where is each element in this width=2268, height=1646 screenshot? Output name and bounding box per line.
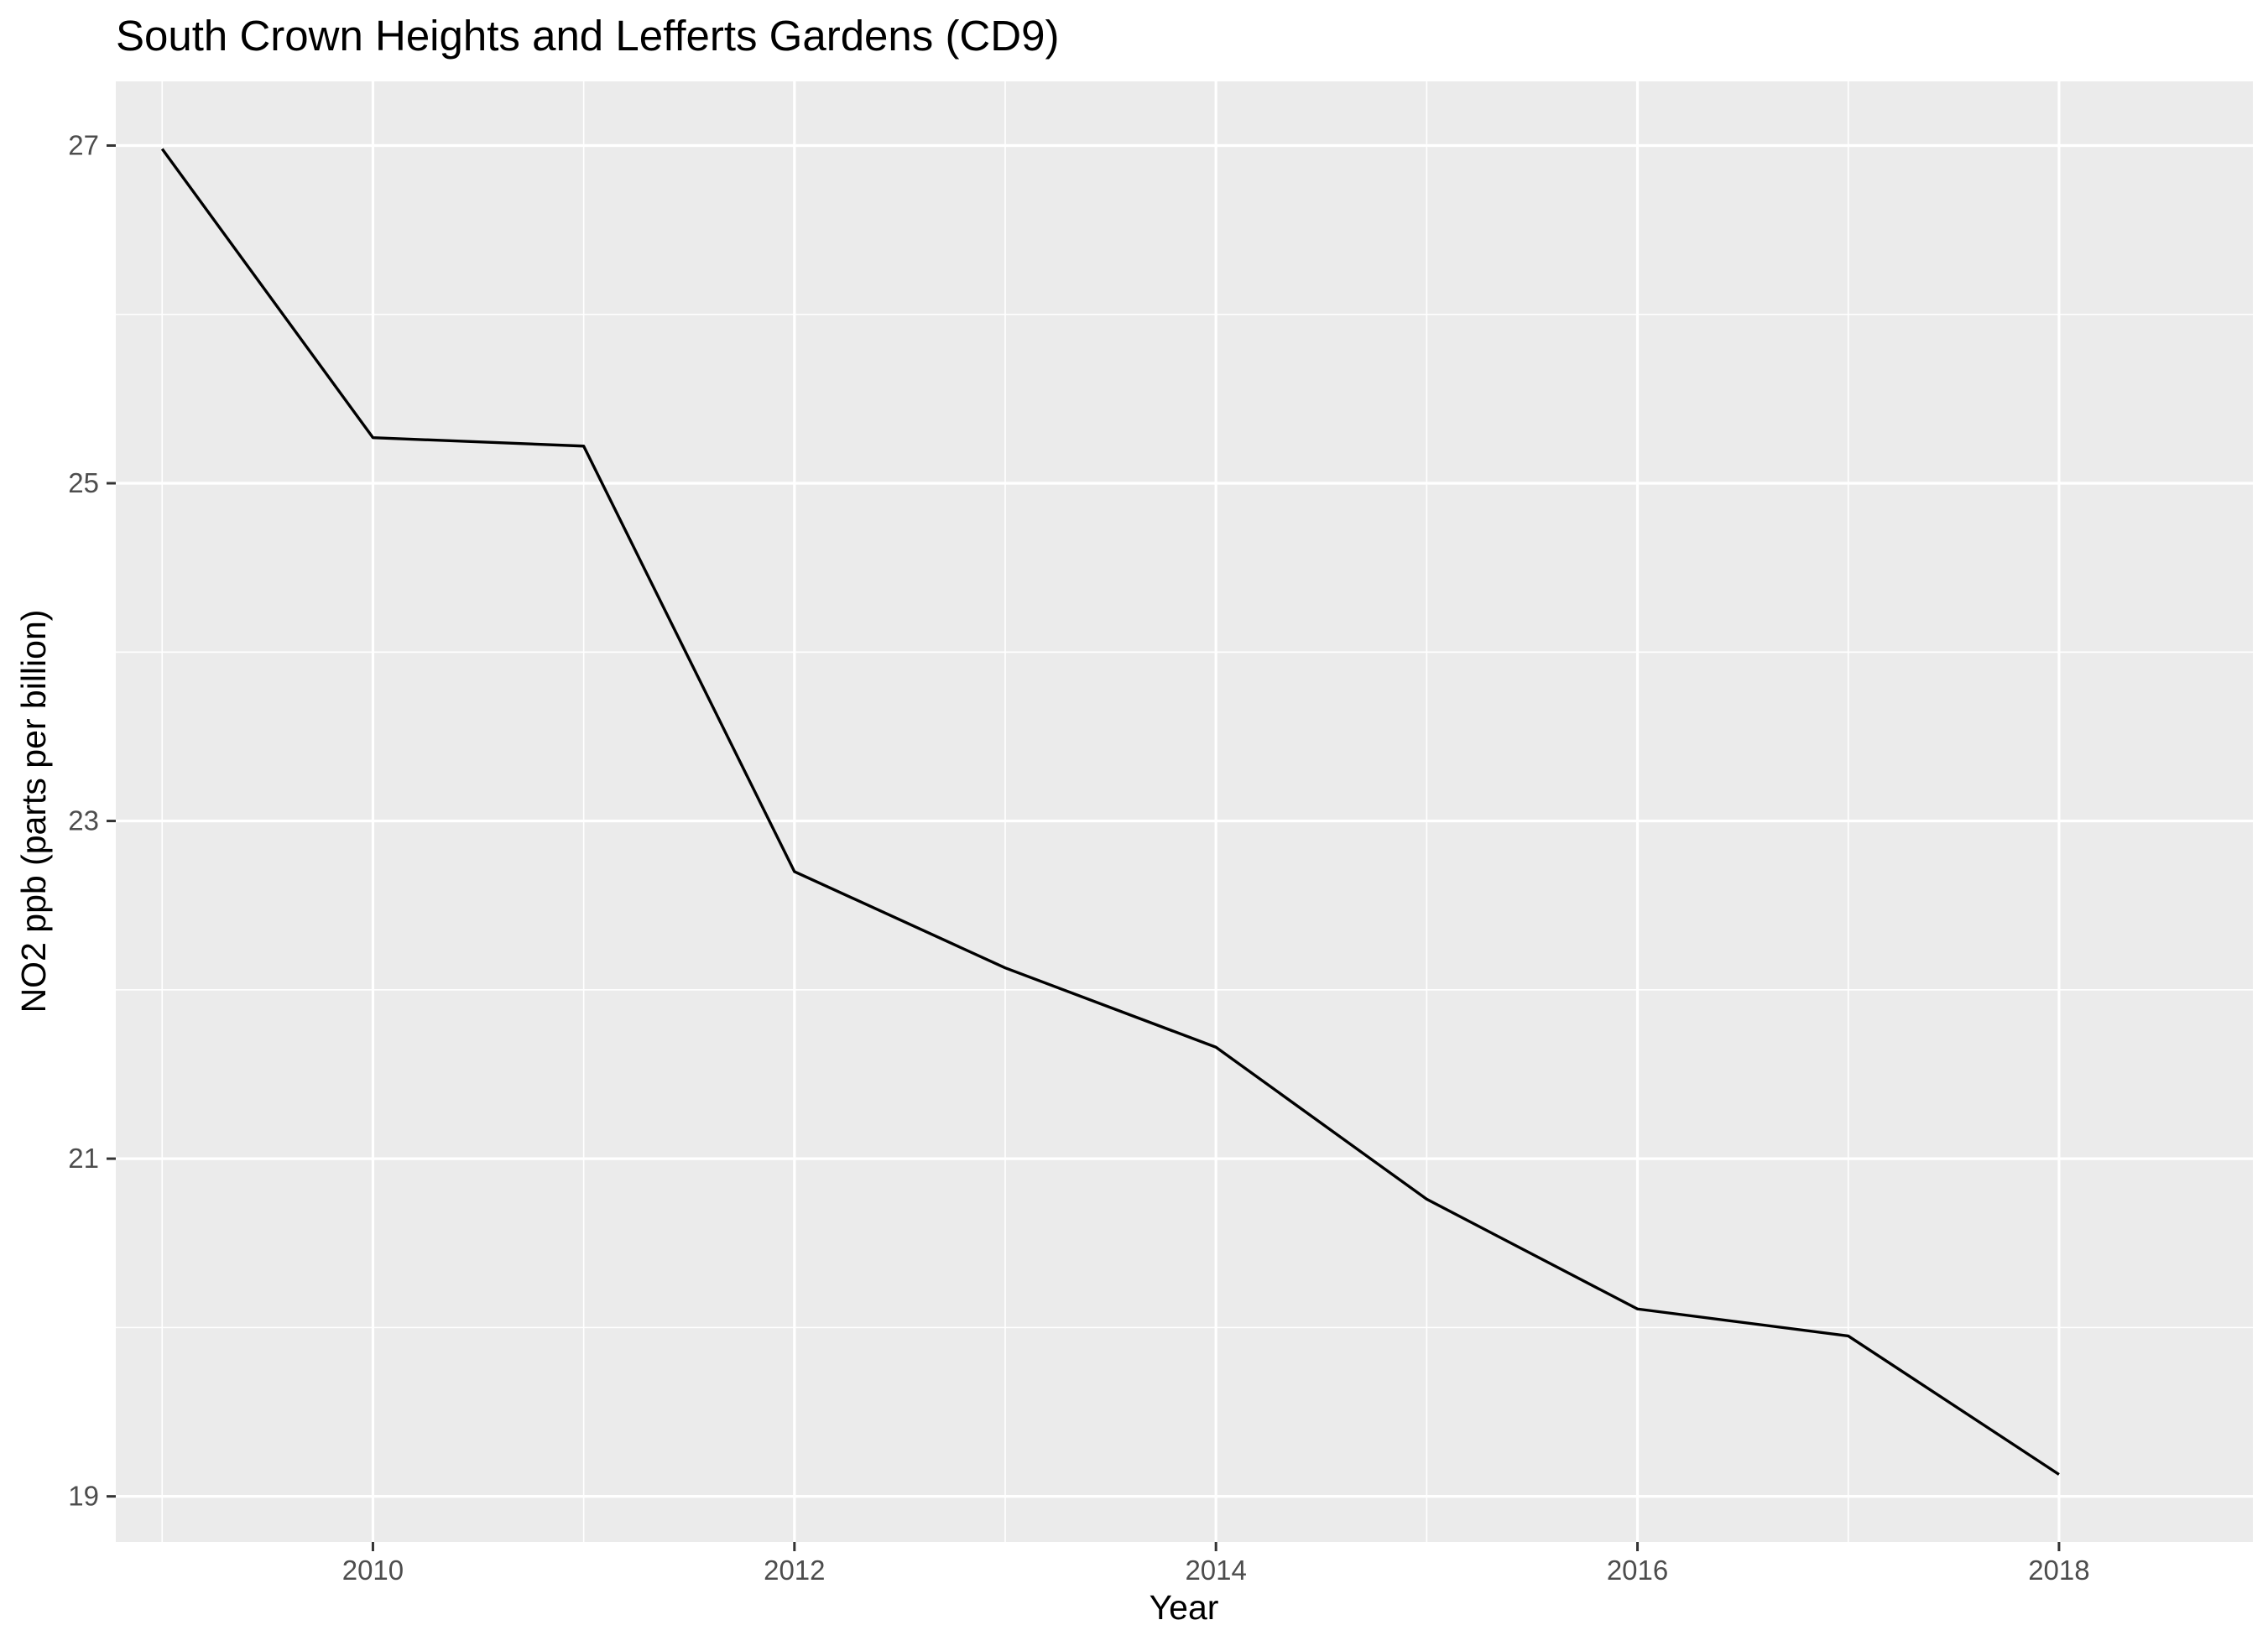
x-tick-label: 2018 <box>2028 1555 2089 1586</box>
y-tick-label: 21 <box>68 1143 99 1174</box>
y-tick-label: 25 <box>68 467 99 498</box>
plot-panel <box>116 81 2253 1542</box>
y-tick-label: 27 <box>68 129 99 160</box>
x-tick-label: 2014 <box>1185 1555 1246 1586</box>
x-axis: 2010 2012 2014 2016 2018 <box>342 1542 2090 1586</box>
x-tick-label: 2010 <box>342 1555 404 1586</box>
y-tick-label: 23 <box>68 805 99 836</box>
x-axis-title: Year <box>1150 1588 1219 1627</box>
y-axis-title: NO2 ppb (parts per billion) <box>14 610 53 1013</box>
minor-gridlines <box>116 81 2253 1542</box>
y-tick-label: 19 <box>68 1481 99 1512</box>
chart-title: South Crown Heights and Lefferts Gardens… <box>116 12 1059 60</box>
series-line <box>160 148 2060 1476</box>
x-tick-label: 2012 <box>764 1555 825 1586</box>
major-gridlines <box>116 81 2253 1542</box>
x-tick-label: 2016 <box>1607 1555 1668 1586</box>
series-layer <box>160 148 2060 1476</box>
y-axis: 19 21 23 25 27 <box>68 129 116 1512</box>
